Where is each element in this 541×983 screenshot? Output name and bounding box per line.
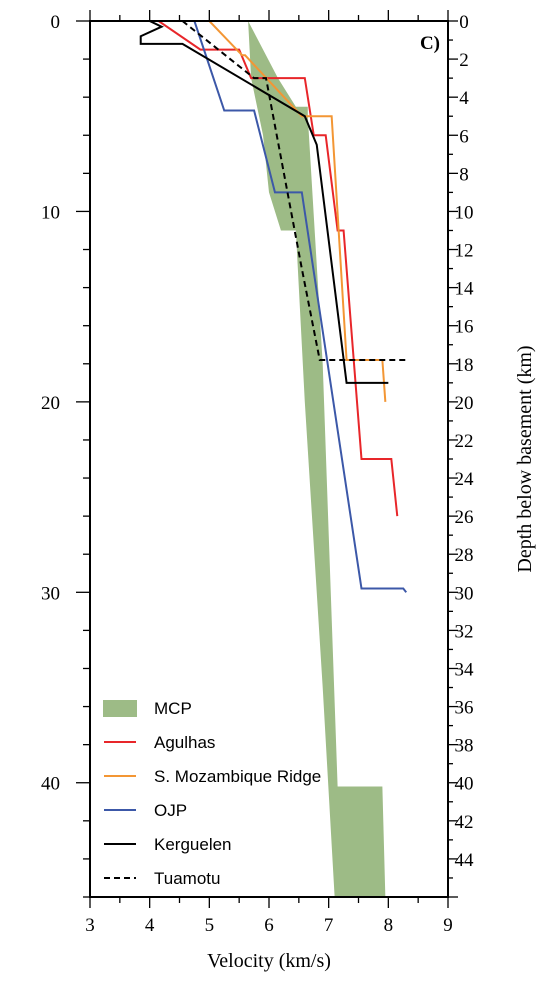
right-y-tick-label: 34 bbox=[455, 659, 475, 680]
series-kerguelen-line bbox=[139, 21, 389, 384]
left-y-tick-label: 0 bbox=[51, 12, 61, 33]
right-y-tick-label: 28 bbox=[455, 545, 474, 566]
legend-label-ojp: OJP bbox=[154, 801, 187, 820]
right-y-tick-label: 12 bbox=[455, 241, 474, 262]
x-tick-label: 8 bbox=[384, 915, 394, 936]
legend-label-mcp: MCP bbox=[154, 699, 192, 718]
right-y-tick-label: 38 bbox=[455, 736, 474, 757]
right-y-tick-label: 16 bbox=[455, 317, 474, 338]
right-y-tick-label: 36 bbox=[455, 698, 474, 719]
x-tick-label: 5 bbox=[205, 915, 215, 936]
x-tick-label: 4 bbox=[145, 915, 155, 936]
legend-label-s-mozambique-ridge: S. Mozambique Ridge bbox=[154, 767, 321, 786]
left-y-tick-label: 20 bbox=[41, 393, 60, 414]
series-ojp-line bbox=[193, 21, 408, 593]
x-tick-label: 7 bbox=[324, 915, 334, 936]
right-y-tick-label: 10 bbox=[455, 202, 474, 223]
right-y-tick-label: 4 bbox=[459, 88, 469, 109]
right-y-tick-label: 24 bbox=[455, 469, 475, 490]
x-tick-label: 9 bbox=[443, 915, 453, 936]
legend-label-tuamotu: Tuamotu bbox=[154, 869, 220, 888]
legend-label-agulhas: Agulhas bbox=[154, 733, 215, 752]
left-y-tick-label: 10 bbox=[41, 202, 60, 223]
right-y-axis-title: Depth below basement (km) bbox=[514, 345, 536, 572]
series-agulhas-line bbox=[158, 21, 399, 517]
right-y-tick-label: 42 bbox=[455, 812, 474, 833]
right-y-tick-label: 18 bbox=[455, 355, 474, 376]
right-y-tick-label: 30 bbox=[455, 583, 474, 604]
right-y-tick-label: 2 bbox=[459, 50, 469, 71]
right-y-tick-label: 8 bbox=[459, 164, 469, 185]
right-y-tick-label: 32 bbox=[455, 621, 474, 642]
legend-label-kerguelen: Kerguelen bbox=[154, 835, 232, 854]
left-y-tick-label: 30 bbox=[41, 583, 60, 604]
chart-axes: 3 4 5 6 7 8 9010203040024681012141618202224262… bbox=[41, 10, 474, 936]
right-y-tick-label: 20 bbox=[455, 393, 474, 414]
chart-marks bbox=[139, 21, 408, 897]
series-tuamotu-line bbox=[181, 21, 407, 361]
x-tick-label: 6 bbox=[264, 915, 274, 936]
x-tick-label: 3 bbox=[85, 915, 95, 936]
right-y-tick-label: 26 bbox=[455, 507, 474, 528]
panel-label: C) bbox=[420, 33, 440, 54]
right-y-tick-label: 14 bbox=[455, 279, 475, 300]
x-axis-title: Velocity (km/s) bbox=[207, 950, 331, 972]
left-y-tick-label: 40 bbox=[41, 774, 60, 795]
right-y-tick-label: 40 bbox=[455, 774, 474, 795]
right-y-tick-label: 0 bbox=[459, 12, 469, 33]
series-s-mozambique-ridge-line bbox=[208, 21, 387, 402]
right-y-tick-label: 22 bbox=[455, 431, 474, 452]
series-mcp-area bbox=[248, 21, 386, 897]
legend: MCP Agulhas S. Mozambique Ridge OJP Kerguele… bbox=[103, 699, 321, 888]
right-y-tick-label: 44 bbox=[455, 850, 475, 871]
right-y-tick-label: 6 bbox=[459, 126, 469, 147]
legend-swatch-mcp bbox=[103, 700, 137, 717]
